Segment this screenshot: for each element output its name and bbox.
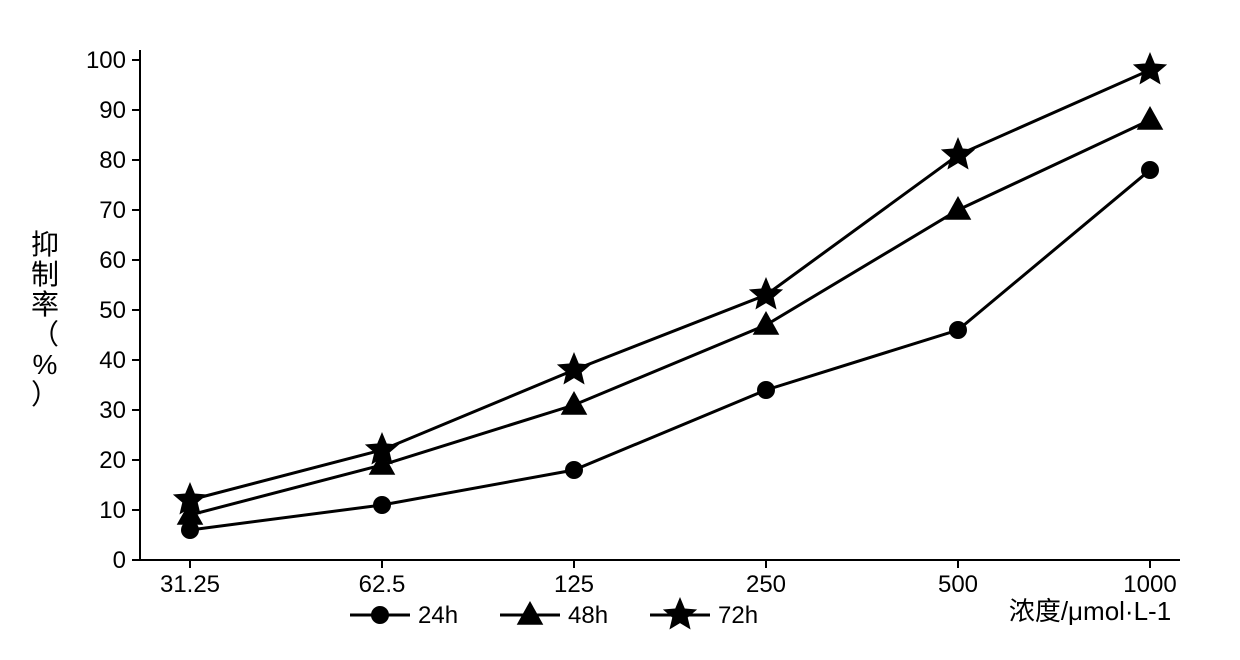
series-marker-24h: [373, 496, 391, 514]
series-line-72h: [190, 70, 1150, 500]
series-marker-24h: [565, 461, 583, 479]
series-marker-24h: [949, 321, 967, 339]
y-axis-label: 率: [31, 289, 59, 320]
y-axis-label: （: [31, 319, 59, 350]
series-marker-48h: [945, 196, 972, 220]
y-tick-label: 100: [86, 47, 126, 74]
x-axis-label: 浓度/μmol·L-1: [1009, 596, 1171, 626]
y-tick-label: 10: [99, 497, 126, 524]
legend-marker-24h: [371, 606, 389, 624]
line-chart: 0 10 20 30 40 50 60 70 80 90 100 31.25 62.5 125 250 500…: [0, 0, 1240, 660]
y-tick-label: 30: [99, 397, 126, 424]
y-axis-label: 制: [31, 259, 59, 290]
series-marker-24h: [1141, 161, 1159, 179]
series-marker-72h: [749, 277, 783, 310]
y-axis-label: 抑: [31, 229, 59, 260]
y-tick-label: 0: [113, 547, 126, 574]
legend-marker-48h: [517, 601, 544, 625]
legend-label: 72h: [718, 602, 758, 629]
x-tick-label: 500: [938, 571, 978, 598]
series-line-48h: [190, 120, 1150, 515]
series-marker-72h: [557, 352, 591, 385]
series-marker-24h: [757, 381, 775, 399]
series-marker-48h: [561, 391, 588, 415]
y-tick-label: 50: [99, 297, 126, 324]
x-tick-label: 1000: [1123, 571, 1176, 598]
x-tick-label: 31.25: [160, 571, 220, 598]
chart-container: 0 10 20 30 40 50 60 70 80 90 100 31.25 62.5 125 250 500…: [0, 0, 1240, 660]
y-tick-label: 40: [99, 347, 126, 374]
y-tick-label: 20: [99, 447, 126, 474]
series-marker-48h: [753, 311, 780, 335]
y-tick-label: 80: [99, 147, 126, 174]
series-marker-72h: [1133, 52, 1167, 85]
series-marker-48h: [1137, 106, 1164, 130]
y-tick-label: 70: [99, 197, 126, 224]
y-axis-label: %: [33, 349, 58, 380]
x-tick-label: 125: [554, 571, 594, 598]
legend-marker-72h: [663, 597, 697, 630]
y-axis-label: ）: [31, 379, 59, 410]
x-tick-label: 250: [746, 571, 786, 598]
y-tick-label: 60: [99, 247, 126, 274]
legend-label: 24h: [418, 602, 458, 629]
legend-label: 48h: [568, 602, 608, 629]
y-tick-label: 90: [99, 97, 126, 124]
x-tick-label: 62.5: [359, 571, 406, 598]
